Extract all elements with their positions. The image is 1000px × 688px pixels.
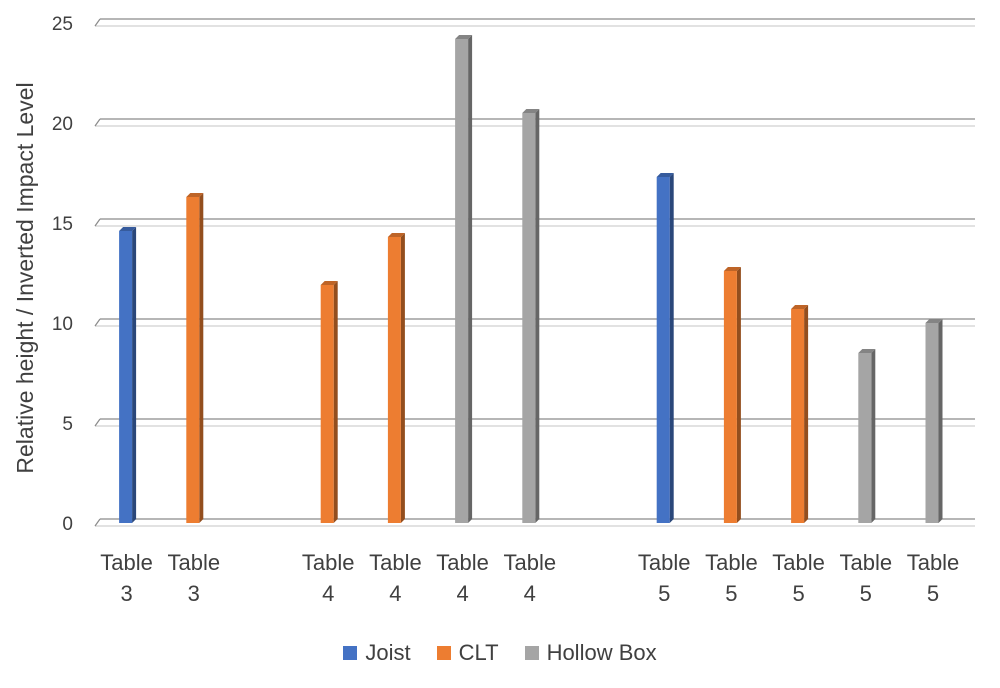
gridline-edge	[94, 18, 101, 27]
bar-side	[333, 281, 338, 523]
bar-top	[119, 227, 137, 231]
gridline-edge	[94, 318, 101, 327]
bar	[656, 177, 670, 523]
x-tick-label: Table 5	[840, 550, 893, 606]
bar	[455, 39, 469, 523]
y-tick-label: 25	[52, 14, 73, 35]
legend-label: Joist	[365, 640, 411, 665]
x-tick-label: Table 5	[772, 550, 825, 606]
bar-top	[723, 267, 741, 271]
bar-top	[858, 349, 876, 353]
legend-label: Hollow Box	[546, 640, 657, 665]
bar	[119, 231, 133, 523]
bar-top	[656, 173, 674, 177]
y-tick-label: 20	[52, 114, 73, 135]
y-tick-label: 5	[62, 414, 73, 435]
bar	[723, 271, 737, 523]
bar-side	[468, 35, 473, 523]
bar	[791, 309, 805, 523]
bar	[387, 237, 401, 523]
bar-top	[522, 109, 540, 113]
bar	[320, 285, 334, 523]
bar-side	[871, 349, 876, 523]
x-tick-label: Table 4	[369, 550, 422, 606]
x-tick-label: Table 3	[168, 550, 221, 606]
x-tick-label: Table 5	[638, 550, 691, 606]
bar-side	[736, 267, 741, 523]
y-tick-label: 15	[52, 214, 73, 235]
x-tick-label: Table 3	[100, 550, 153, 606]
gridline-edge	[94, 518, 101, 527]
y-axis-label: Relative height / Inverted Impact Level	[12, 82, 38, 473]
bar-top	[455, 35, 473, 39]
y-tick-label: 0	[62, 514, 73, 535]
bar-top	[320, 281, 338, 285]
gridline-edge	[94, 118, 101, 127]
x-tick-label: Table 5	[907, 550, 960, 606]
bar-top	[186, 193, 204, 197]
y-tick-label: 10	[52, 314, 73, 335]
bar-top	[925, 319, 943, 323]
x-tick-label: Table 4	[504, 550, 557, 606]
bars	[119, 35, 943, 523]
bar-side	[938, 319, 943, 523]
bar-side	[804, 305, 809, 523]
bar-top	[791, 305, 809, 309]
legend-swatch	[524, 646, 539, 660]
bar	[522, 113, 536, 523]
x-tick-label: Table 4	[436, 550, 489, 606]
x-tick-label: Table 5	[705, 550, 758, 606]
x-axis-labels: Table 3 Table 3 Table 4 Table 4 Table 4 Table 4 Tabl…	[100, 550, 959, 606]
bar-side	[132, 227, 137, 523]
legend: Joist CLT Hollow Box	[0, 640, 1000, 666]
bar-side	[535, 109, 540, 523]
legend-item: CLT	[436, 640, 499, 666]
bar-side	[400, 233, 405, 523]
y-axis-ticks: 0 5 10 15 20 25	[52, 14, 73, 535]
legend-swatch	[343, 646, 358, 660]
legend-label: CLT	[458, 640, 499, 665]
legend-item: Joist	[343, 640, 411, 666]
gridline-edge	[94, 218, 101, 227]
x-tick-label: Table 4	[302, 550, 355, 606]
gridline-edge	[94, 418, 101, 427]
legend-item: Hollow Box	[524, 640, 657, 666]
legend-swatch	[436, 646, 451, 660]
bar-side	[199, 193, 204, 523]
bar-side	[669, 173, 674, 523]
bar-top	[387, 233, 405, 237]
bar	[186, 197, 200, 523]
bar	[858, 353, 872, 523]
bar	[925, 323, 939, 523]
